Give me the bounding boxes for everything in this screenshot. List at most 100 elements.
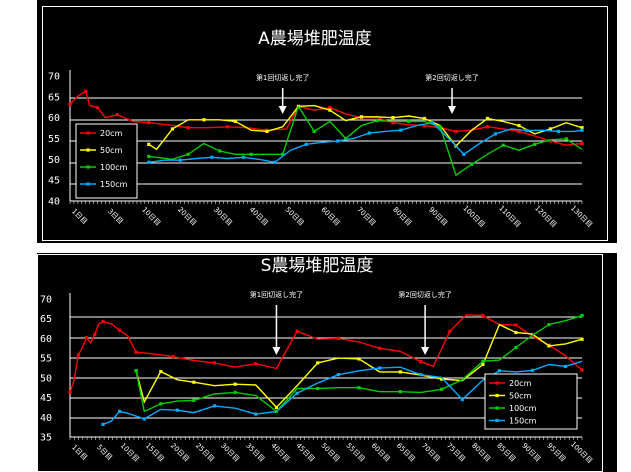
chart-a-data-point	[241, 155, 245, 159]
chart-a-legend-label: 150cm	[100, 180, 128, 189]
chart-a-data-point	[556, 129, 560, 134]
chart-a-data-point	[422, 116, 427, 121]
chart-a-data-point	[147, 154, 151, 159]
chart-b-background	[37, 253, 617, 472]
chart-a-annotation-arrow-head	[278, 106, 287, 114]
chart-b-data-point	[398, 370, 402, 374]
chart-a-annotation-arrow-head	[448, 106, 457, 114]
chart-b-y-tick-label: 70	[40, 295, 52, 306]
chart-b-data-point	[378, 366, 382, 370]
chart-b-y-tick-label: 55	[40, 354, 52, 365]
chart-b-legend-marker	[495, 418, 499, 423]
chart-b-y-tick-label: 40	[40, 413, 52, 424]
chart-a-data-point	[580, 126, 584, 130]
chart-b-y-tick-label: 45	[40, 393, 52, 404]
chart-a-legend-label: 100cm	[100, 163, 128, 172]
chart-b-data-point	[212, 404, 217, 408]
chart-b-legend-marker	[495, 393, 499, 398]
chart-b-data-point	[514, 323, 518, 327]
chart-b-data-point	[192, 398, 196, 402]
chart-b-data-point	[547, 323, 551, 327]
chart-a-data-point	[430, 121, 434, 125]
chart-a-y-tick-label: 70	[48, 72, 60, 83]
chart-a-y-tick-label: 45	[48, 176, 60, 187]
chart-b-data-point	[295, 391, 299, 395]
chart-a-data-point	[68, 102, 72, 106]
chart-a-data-point	[202, 118, 206, 122]
chart-a-data-point	[548, 127, 553, 131]
chart-b-data-point	[142, 417, 146, 421]
chart-b-data-point	[101, 422, 105, 426]
chart-a-data-point	[328, 108, 332, 112]
chart-b-data-point	[514, 330, 518, 335]
chart-b-data-point	[398, 390, 402, 394]
chart-b-data-point	[357, 357, 361, 361]
chart-b-data-point	[357, 386, 361, 390]
chart-b-series-line-150cm	[102, 360, 583, 426]
chart-a-data-point	[525, 128, 529, 133]
chart-a-data-point	[470, 162, 474, 166]
chart-a-data-point	[485, 125, 490, 129]
chart-a-data-point	[95, 106, 100, 110]
chart-a-data-point	[493, 132, 497, 136]
chart-b-data-point	[233, 390, 237, 395]
chart-b-data-point	[84, 336, 89, 340]
chart-b-data-point	[134, 350, 138, 354]
chart-b-data-point	[460, 397, 464, 402]
chart-a-data-point	[225, 125, 230, 129]
chart-a-data-point	[485, 116, 490, 121]
chart-b-data-point	[159, 369, 163, 374]
chart-b-legend-marker	[495, 406, 499, 410]
chart-a-data-point	[210, 155, 214, 159]
chart-a-data-point	[273, 160, 277, 164]
chart-a-data-point	[218, 149, 222, 153]
chart-a-data-point	[580, 141, 584, 146]
chart-b-data-point	[336, 373, 340, 377]
chart-b-data-point	[530, 368, 535, 372]
chart-b-data-point	[440, 377, 444, 381]
chart-b-data-point	[295, 329, 299, 333]
chart-b-data-point	[481, 362, 485, 367]
chart-a-data-point	[186, 152, 190, 156]
chart-a-data-point	[170, 127, 174, 131]
chart-a-data-point	[501, 143, 505, 147]
chart-b-data-point	[175, 408, 179, 412]
chart-a-y-tick-label: 65	[48, 92, 60, 103]
chart-a-legend-marker	[86, 148, 90, 152]
chart-b-legend-label: 50cm	[509, 392, 532, 401]
chart-b-annotation-arrow-head	[272, 347, 281, 355]
chart-a-data-point	[517, 123, 521, 128]
chart-b-y-tick-label: 50	[40, 373, 52, 384]
chart-a-data-point	[115, 113, 119, 117]
chart-b-data-point	[316, 386, 320, 391]
chart-a-series-line-20cm	[69, 90, 583, 146]
chart-b-data-point	[481, 313, 485, 318]
chart-b-legend-marker	[495, 381, 499, 385]
chart-a-data-point	[281, 152, 285, 156]
chart-b-data-point	[254, 362, 258, 366]
chart-a-legend-label: 20cm	[100, 129, 123, 138]
chart-a-data-point	[178, 158, 182, 162]
chart-b-data-point	[159, 402, 163, 406]
chart-a-data-point	[407, 119, 411, 124]
chart-b-data-point	[580, 313, 584, 318]
chart-a-data-point	[454, 129, 458, 134]
chart-b-data-point	[93, 332, 97, 337]
chart-b-data-point	[101, 319, 105, 324]
chart-a-title: A農場堆肥温度	[258, 29, 372, 49]
chart-a-data-point	[265, 129, 269, 134]
chart-b-annotation-label: 第2回切返し完了	[398, 290, 451, 299]
chart-b-data-point	[76, 353, 80, 357]
chart-b-annotation-label: 第1回切返し完了	[250, 290, 303, 299]
chart-a-data-point	[391, 121, 395, 125]
chart-a-data-point	[399, 128, 403, 132]
chart-a-data-point	[391, 116, 395, 120]
chart-a-annotation-label: 第1回切返し完了	[256, 73, 309, 82]
chart-a-legend-marker	[86, 182, 90, 186]
chart-a-data-point	[359, 115, 364, 119]
chart-a-legend	[75, 123, 138, 199]
chart-a-data-point	[533, 142, 537, 146]
chart-b-legend-label: 150cm	[509, 417, 537, 426]
chart-a-data-point	[375, 118, 379, 123]
